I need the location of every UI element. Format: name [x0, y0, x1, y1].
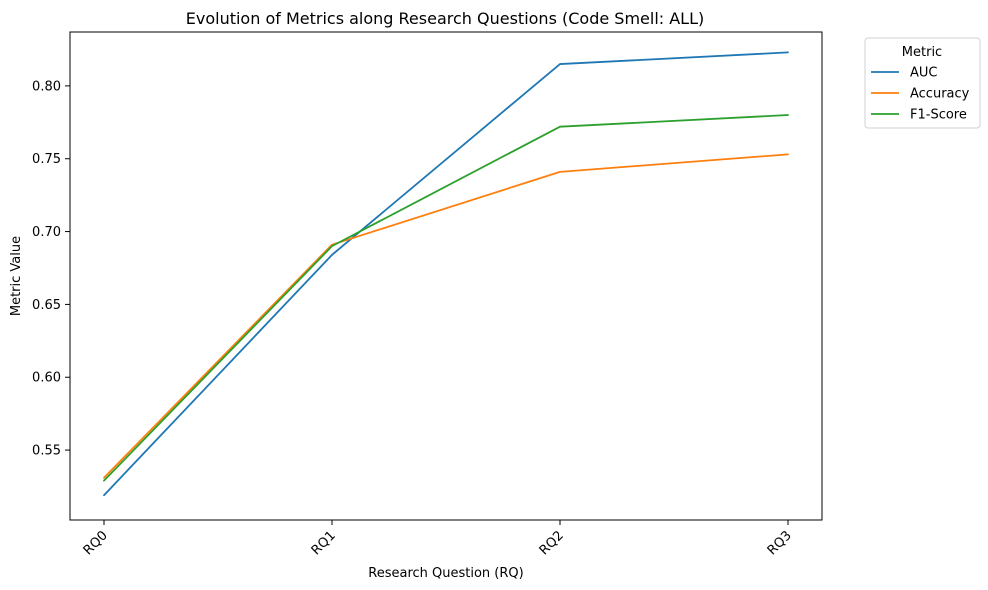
legend-box — [864, 37, 981, 129]
legend: Metric AUC Accuracy F1-Score — [864, 37, 981, 129]
x-tick-label: RQ1 — [309, 528, 339, 558]
series-line-auc — [103, 51, 789, 497]
plot-area-frame — [69, 31, 823, 521]
y-axis: 0.55 0.60 0.65 0.70 0.75 0.80 — [32, 79, 70, 459]
y-tick-label: 0.65 — [32, 298, 61, 313]
legend-entry-label: Accuracy — [910, 87, 970, 102]
x-axis: RQ0 RQ1 RQ2 RQ3 — [81, 520, 795, 558]
series-line-accuracy — [103, 153, 789, 479]
y-tick-label: 0.55 — [32, 444, 61, 459]
y-tick-label: 0.75 — [32, 152, 61, 167]
legend-entry-label: F1-Score — [910, 108, 967, 123]
x-tick-label: RQ2 — [537, 528, 567, 558]
y-tick-label: 0.60 — [32, 371, 61, 386]
legend-entry-label: AUC — [910, 66, 938, 81]
x-tick-label: RQ0 — [81, 528, 111, 558]
y-tick-label: 0.80 — [32, 79, 61, 94]
y-axis-label: Metric Value — [9, 236, 24, 316]
x-tick-label: RQ3 — [765, 528, 795, 558]
series-line-f1-score — [103, 114, 789, 482]
series-lines — [103, 51, 789, 497]
chart-title: Evolution of Metrics along Research Ques… — [186, 9, 705, 28]
legend-title: Metric — [902, 45, 942, 60]
y-tick-label: 0.70 — [32, 225, 61, 240]
x-axis-label: Research Question (RQ) — [368, 566, 523, 581]
